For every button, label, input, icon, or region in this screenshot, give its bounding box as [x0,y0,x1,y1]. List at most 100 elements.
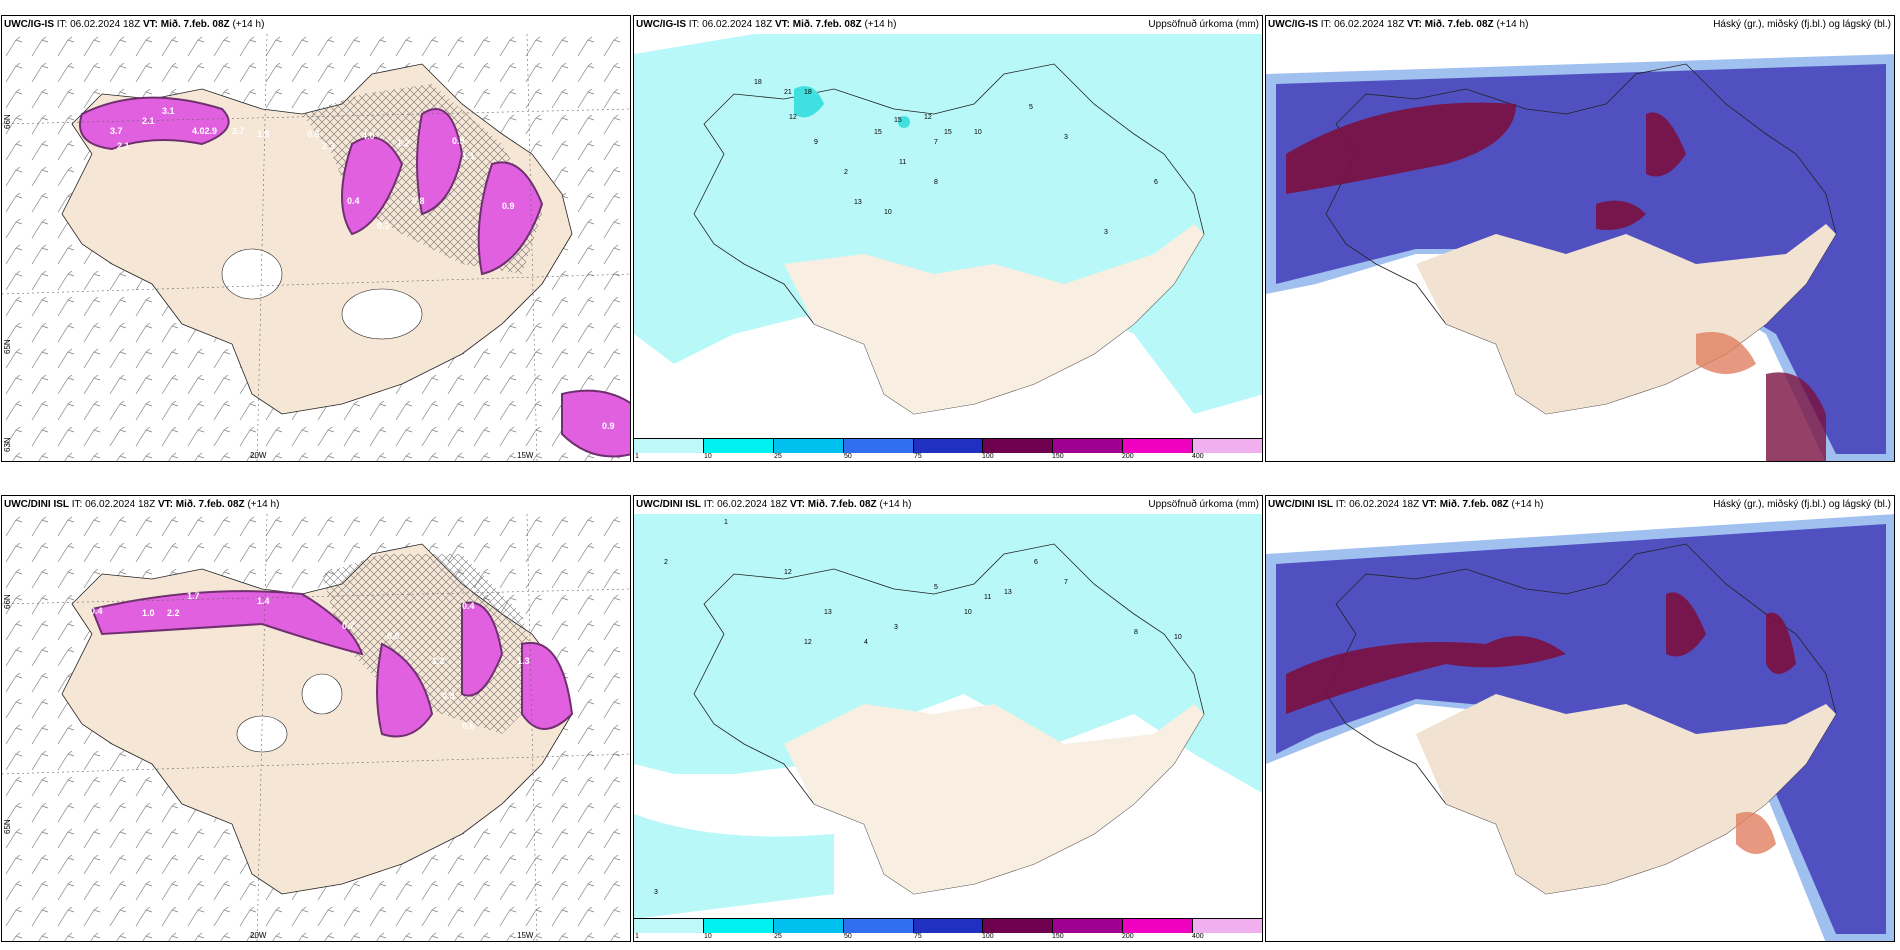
svg-text:1: 1 [724,519,728,526]
panel-header: UWC/IG-IS IT: 06.02.2024 18Z VT: Mið. 7.… [636,19,897,30]
wind-map: 3.1 2.1 4.02.9 2.7 1.8 3.7 2.1 0.8 2.3 4… [2,34,630,461]
value-label: 0.3 [442,691,455,701]
svg-text:3: 3 [654,889,658,896]
value-label: 4.0 [362,131,375,141]
panel-header: UWC/DINI ISL IT: 06.02.2024 18Z VT: Mið.… [4,499,280,510]
value-label: 0.9 [502,201,515,211]
panel-title: Uppsöfnuð úrkoma (mm) [1148,19,1259,30]
panel-precip-dini: UWC/DINI ISL IT: 06.02.2024 18Z VT: Mið.… [633,495,1263,942]
value-label: 1.8 [257,129,270,139]
value-label: 2.1 [117,141,130,151]
lat-label: 66N [3,594,12,609]
value-label: 0.7 [342,621,355,631]
svg-text:12: 12 [784,569,792,576]
lon-label: 20W [250,931,267,940]
value-label: 2.3 [322,141,335,151]
value-label: 1.2 [397,138,410,148]
svg-text:5: 5 [934,584,938,591]
panel-header: UWC/DINI ISL IT: 06.02.2024 18Z VT: Mið.… [636,499,912,510]
iceland-land [693,543,1205,895]
value-label: 0.4 [347,196,360,206]
svg-text:21: 21 [784,89,792,96]
value-label: 1.0 [142,608,155,618]
lat-label: 65N [3,819,12,834]
panel-wind-dini: UWC/DINI ISL IT: 06.02.2024 18Z VT: Mið.… [1,495,631,942]
panel-cloud-igis: UWC/IG-IS IT: 06.02.2024 18Z VT: Mið. 7.… [1265,15,1895,462]
svg-text:6: 6 [1034,559,1038,566]
svg-text:4: 4 [864,639,868,646]
panel-title: Uppsöfnuð úrkoma (mm) [1148,499,1259,510]
legend-ticks: 1 10 25 50 75 100 150 200 400 [635,453,1204,460]
value-label: 1.2 [432,656,445,666]
svg-text:12: 12 [804,639,812,646]
value-label: 1.3 [517,656,530,666]
svg-text:2: 2 [844,169,848,176]
panel-precip-igis: UWC/IG-IS IT: 06.02.2024 18Z VT: Mið. 7.… [633,15,1263,462]
svg-text:15: 15 [894,117,902,124]
value-label: 1.4 [257,596,270,606]
value-label: 3.1 [162,106,175,116]
svg-text:3: 3 [1064,134,1068,141]
value-label: 0.4 [462,601,475,611]
wind-map: 0.4 1.0 2.2 1.7 1.4 0.7 0.9 1.2 0.3 0.4 … [2,514,630,941]
panel-title: Háský (gr.), miðský (fj.bl.) og lágský (… [1713,499,1891,510]
svg-text:10: 10 [964,609,972,616]
panel-header: UWC/IG-IS IT: 06.02.2024 18Z VT: Mið. 7.… [4,19,265,30]
panel-header: UWC/IG-IS IT: 06.02.2024 18Z VT: Mið. 7.… [1268,19,1529,30]
lat-label: 65N [3,339,12,354]
svg-text:11: 11 [899,159,906,166]
svg-text:5: 5 [1029,104,1033,111]
svg-text:15: 15 [944,129,952,136]
svg-text:18: 18 [804,89,812,96]
panel-title: Háský (gr.), miðský (fj.bl.) og lágský (… [1713,19,1891,30]
precip-map: 21 18 12 9 2 15 15 12 15 11 7 10 5 3 13 … [634,34,1262,439]
svg-text:2: 2 [664,559,668,566]
svg-text:13: 13 [854,199,862,206]
svg-text:13: 13 [824,609,832,616]
value-label: 2.2 [167,608,180,618]
svg-text:3: 3 [894,624,898,631]
value-label: 0.3 [377,221,390,231]
svg-text:13: 13 [1004,589,1012,596]
svg-text:7: 7 [1064,579,1068,586]
svg-text:10: 10 [884,209,892,216]
svg-text:11: 11 [984,594,991,601]
precip-legend [634,438,1262,453]
svg-text:15: 15 [874,129,882,136]
svg-text:12: 12 [924,114,932,121]
lat-label: 66N [3,114,12,129]
value-label: 1.1 [462,151,475,161]
svg-text:12: 12 [789,114,797,121]
iceland-land [1325,543,1837,895]
value-label: 1.7 [187,591,200,601]
precip-map: 2 1 12 13 12 4 3 5 10 11 13 6 7 8 10 3 [634,514,1262,919]
value-label: 0.9 [602,421,615,431]
value-label: 0.9 [452,136,465,146]
panel-wind-igis: UWC/IG-IS IT: 06.02.2024 18Z VT: Mið. 7.… [1,15,631,462]
lat-label: 63N [3,437,12,452]
svg-text:9: 9 [814,139,818,146]
svg-text:10: 10 [1174,634,1182,641]
value-label: 0.9 [387,631,400,641]
svg-text:10: 10 [974,129,982,136]
value-label: 0.4 [90,606,103,616]
cloud-map [1266,514,1894,941]
value-label: 2.7 [232,126,245,136]
value-label: 2.1 [142,116,155,126]
svg-text:7: 7 [934,139,938,146]
iceland-land [1325,63,1837,415]
legend-ticks: 1 10 25 50 75 100 150 200 400 [635,933,1204,940]
panel-header: UWC/DINI ISL IT: 06.02.2024 18Z VT: Mið.… [1268,499,1544,510]
value-label: 0.8 [412,196,425,206]
cloud-map [1266,34,1894,461]
svg-text:3: 3 [1104,229,1108,236]
value-label: 0.6 [462,721,475,731]
lon-label: 15W [517,931,534,940]
svg-text:6: 6 [1154,179,1158,186]
svg-text:18: 18 [754,79,762,86]
lon-label: 20W [250,451,267,460]
panel-cloud-dini: UWC/DINI ISL IT: 06.02.2024 18Z VT: Mið.… [1265,495,1895,942]
lon-label: 15W [517,451,534,460]
value-label: 0.8 [307,129,320,139]
svg-text:8: 8 [1134,629,1138,636]
